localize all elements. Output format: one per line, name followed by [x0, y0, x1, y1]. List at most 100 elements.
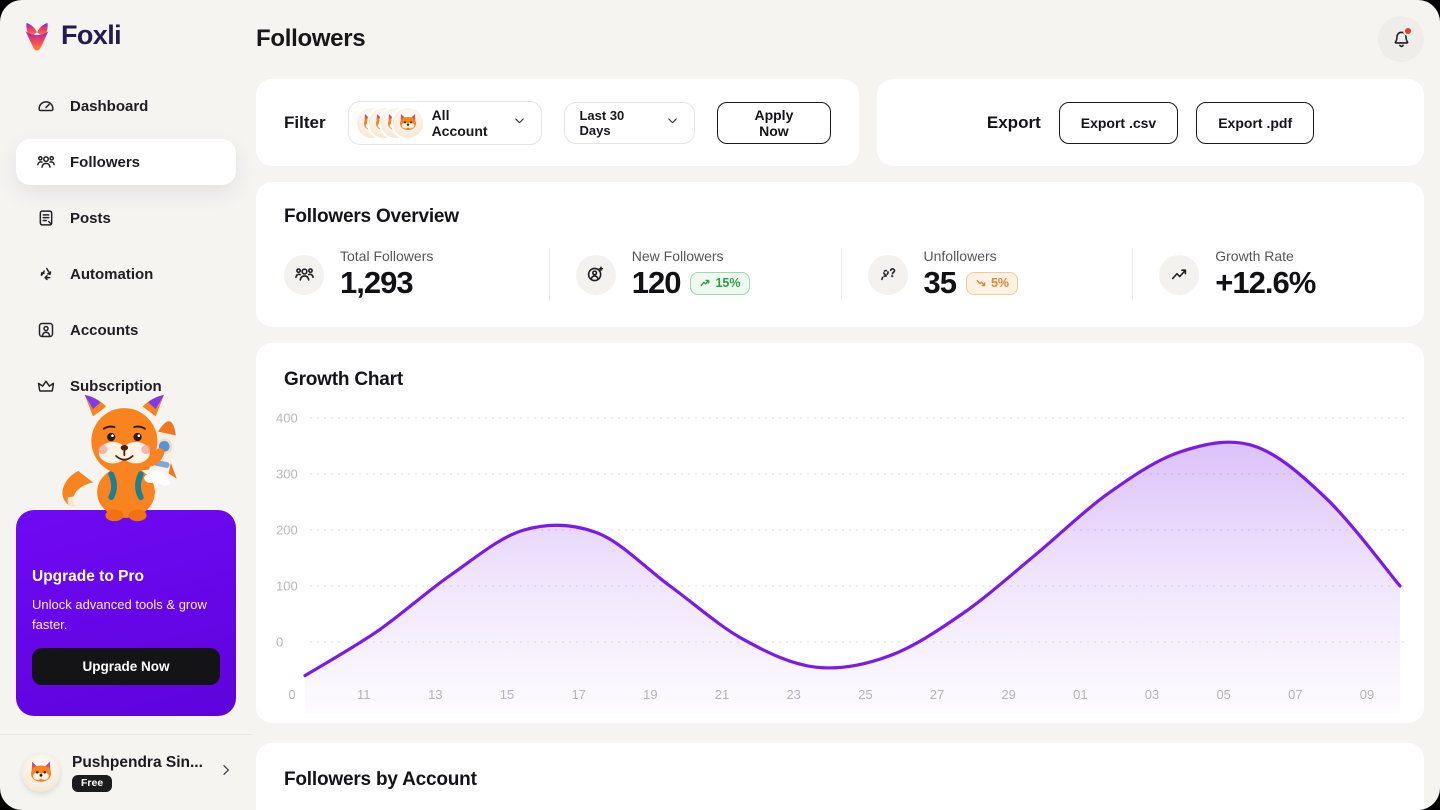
trend-up-mini-icon — [700, 279, 710, 287]
foxli-logo-icon — [25, 22, 49, 51]
stat-value: 1,293 — [340, 265, 414, 300]
plan-badge: Free — [72, 774, 113, 792]
followers-by-account-title: Followers by Account — [284, 769, 477, 790]
stat-body: Unfollowers 35 5% — [924, 248, 1019, 301]
topbar: Followers — [256, 16, 1424, 62]
chevron-down-icon — [512, 113, 527, 133]
chart-area-fill — [305, 442, 1400, 713]
sidebar-item-posts[interactable]: Posts — [16, 195, 236, 241]
stat-value: +12.6% — [1215, 265, 1316, 300]
sidebar-nav: Dashboard Followers Posts Automation — [0, 83, 252, 409]
upgrade-description: Unlock advanced tools & grow faster. — [32, 597, 207, 632]
filter-label: Filter — [284, 112, 326, 132]
user-avatar — [22, 753, 60, 792]
export-pdf-button[interactable]: Export .pdf — [1196, 101, 1315, 144]
trend-down-mini-icon — [976, 279, 986, 287]
stat-body: Total Followers 1,293 — [340, 248, 433, 301]
svg-text:200: 200 — [276, 523, 298, 538]
main-content: Followers Filter All Account — [252, 0, 1440, 810]
notification-dot — [1403, 26, 1413, 36]
svg-text:300: 300 — [276, 467, 298, 482]
sidebar-item-dashboard[interactable]: Dashboard — [16, 83, 236, 129]
users-group-icon — [284, 254, 324, 295]
stat-new-followers: New Followers 120 15% — [548, 248, 841, 301]
account-avatar — [392, 107, 423, 138]
sidebar-item-accounts[interactable]: Accounts — [16, 307, 236, 353]
account-select[interactable]: All Account — [347, 100, 543, 145]
fox-mascot-illustration — [26, 390, 226, 522]
subscription-icon — [36, 376, 56, 396]
stat-body: New Followers 120 15% — [632, 248, 750, 301]
user-name: Pushpendra Sin... — [72, 753, 203, 771]
stat-total-followers: Total Followers 1,293 — [284, 248, 549, 301]
followers-by-account-card: Followers by Account — [256, 743, 1424, 810]
dashboard-icon — [36, 96, 56, 116]
sidebar-item-label: Dashboard — [70, 97, 149, 115]
stat-label: Growth Rate — [1215, 248, 1294, 264]
delta-badge-down: 5% — [965, 271, 1019, 295]
stat-label: Unfollowers — [923, 248, 997, 264]
trend-up-icon — [1159, 254, 1200, 295]
accounts-icon — [36, 320, 56, 340]
delta-value: 15% — [715, 276, 741, 290]
app-name: Foxli — [61, 20, 122, 50]
followers-overview-card: Followers Overview Total Followers 1,293 — [256, 182, 1424, 327]
account-avatars — [356, 107, 423, 138]
user-plus-icon — [575, 254, 616, 295]
automation-icon — [36, 264, 56, 284]
notifications-button[interactable] — [1378, 16, 1424, 62]
svg-text:0: 0 — [276, 635, 283, 650]
upgrade-card: Upgrade to Pro Unlock advanced tools & g… — [16, 510, 236, 716]
delta-badge-up: 15% — [690, 271, 750, 295]
export-card: Export Export .csv Export .pdf — [877, 79, 1424, 166]
apply-now-button[interactable]: Apply Now — [716, 101, 831, 144]
stat-value: 35 — [923, 265, 957, 300]
sidebar-item-label: Accounts — [70, 321, 139, 339]
overview-title: Followers Overview — [284, 206, 459, 227]
sidebar-item-label: Automation — [70, 265, 154, 283]
stats-row: Total Followers 1,293 New Followers 120 — [284, 248, 1424, 301]
sidebar-item-label: Subscription — [70, 377, 162, 395]
sidebar: Foxli Dashboard Followers Posts — [0, 0, 252, 810]
sidebar-item-label: Posts — [70, 209, 111, 227]
svg-text:400: 400 — [276, 411, 298, 426]
page-title: Followers — [256, 25, 366, 52]
bell-icon — [1394, 31, 1408, 47]
upgrade-title: Upgrade to Pro — [32, 568, 144, 585]
account-select-value: All Account — [431, 106, 488, 139]
sidebar-item-followers[interactable]: Followers — [16, 139, 236, 185]
date-range-value: Last 30 Days — [579, 107, 625, 138]
growth-chart-title: Growth Chart — [284, 369, 403, 390]
sidebar-item-automation[interactable]: Automation — [16, 251, 236, 297]
stat-unfollowers: Unfollowers 35 5% — [840, 248, 1133, 301]
export-csv-button[interactable]: Export .csv — [1058, 101, 1179, 144]
posts-icon — [36, 208, 56, 228]
user-info: Pushpendra Sin... Free — [72, 754, 203, 792]
stat-value: 120 — [631, 265, 682, 300]
sidebar-item-subscription[interactable]: Subscription — [16, 363, 236, 409]
followers-icon — [36, 152, 56, 172]
filter-export-row: Filter All Account Last 30 Days Apply No — [256, 79, 1424, 166]
chevron-right-icon — [218, 762, 234, 783]
upgrade-now-button[interactable]: Upgrade Now — [32, 647, 220, 685]
stat-body: Growth Rate +12.6% — [1215, 248, 1316, 301]
stat-growth-rate: Growth Rate +12.6% — [1132, 248, 1424, 301]
stat-label: New Followers — [631, 248, 724, 264]
svg-text:100: 100 — [276, 579, 298, 594]
user-profile[interactable]: Pushpendra Sin... Free — [0, 734, 252, 810]
user-question-icon — [867, 254, 908, 295]
sidebar-item-label: Followers — [70, 153, 141, 171]
export-label: Export — [986, 112, 1041, 132]
chart-line — [303, 440, 1402, 678]
filter-card: Filter All Account Last 30 Days Apply No — [256, 79, 859, 166]
svg-text:0: 0 — [288, 687, 295, 702]
delta-value: 5% — [990, 276, 1010, 290]
chevron-down-icon — [665, 113, 680, 133]
app-logo[interactable]: Foxli — [0, 0, 252, 51]
date-range-select[interactable]: Last 30 Days — [564, 101, 695, 144]
stat-label: Total Followers — [340, 248, 434, 264]
